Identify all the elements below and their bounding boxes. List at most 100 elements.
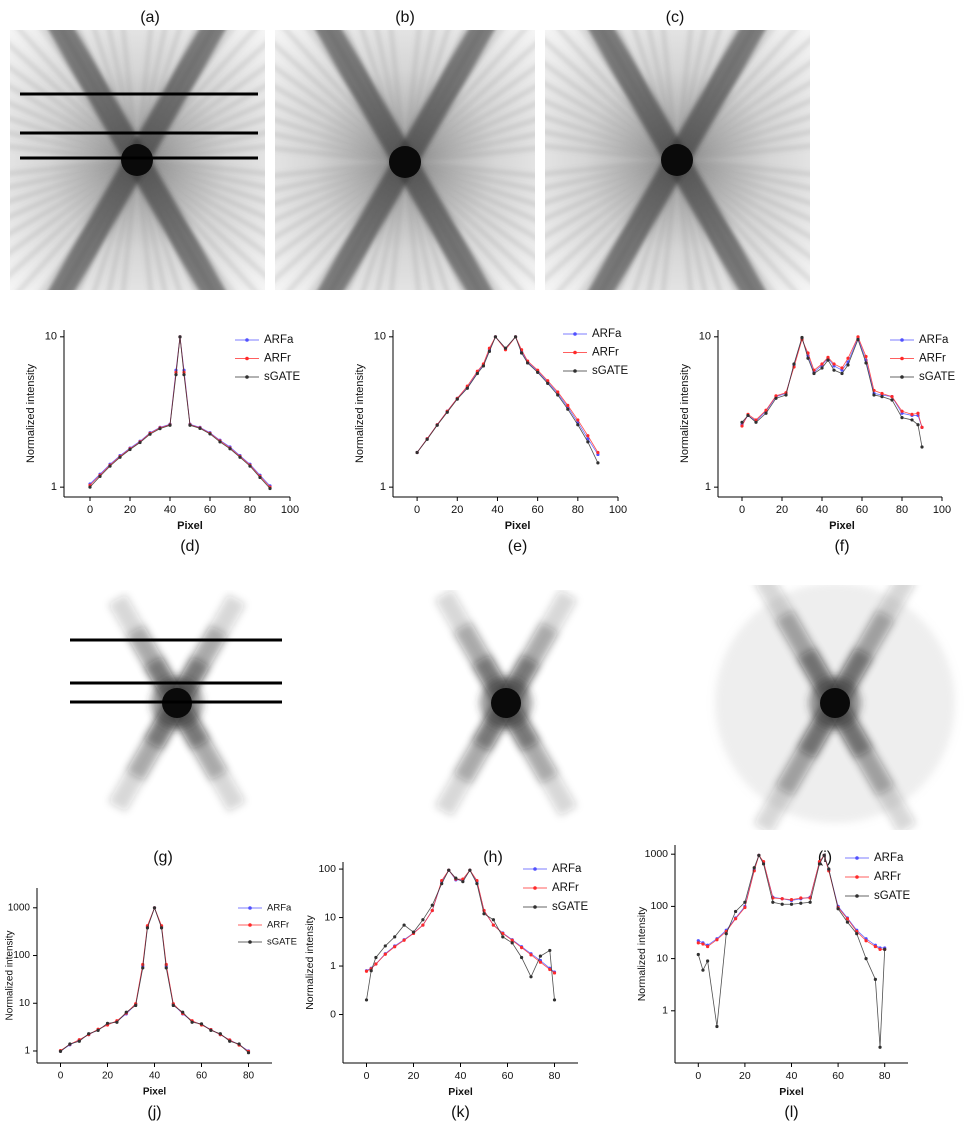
y-tick-label: 1 [705,481,711,493]
legend-marker [533,867,537,871]
x-tick-label: 0 [364,1070,370,1082]
point [181,1010,185,1014]
x-tick-label: 100 [281,504,299,516]
series-line [741,335,923,428]
legend-label: ARFr [267,920,289,931]
panel-label: (h) [483,849,503,866]
point [826,358,830,362]
x-tick-label: 80 [896,504,908,516]
y-tick-label: 10 [19,998,31,1009]
y-tick-label: 10 [374,331,386,343]
y-tick-label: 10 [699,331,711,343]
series-line [741,336,923,448]
point [421,918,425,922]
point [920,445,924,449]
x-tick-label: 80 [244,504,256,516]
point [733,909,738,914]
legend-label: sGATE [592,365,629,377]
series-line [60,906,249,1052]
core [389,146,421,178]
point [740,420,744,424]
legend-marker [900,356,904,361]
point [900,416,904,420]
point [784,393,788,397]
point [910,412,914,416]
point [440,882,444,886]
legend-marker [533,905,537,909]
x-tick-label: 40 [491,504,503,516]
x-axis-title: Pixel [829,520,855,532]
point [752,866,756,870]
series-line [89,336,271,488]
point [873,944,877,949]
legend-marker [573,332,577,336]
point [491,918,495,922]
y-tick-label: 1 [380,481,386,493]
point [152,906,157,910]
point [519,351,524,355]
legend-label: ARFr [592,347,619,359]
point [118,455,122,459]
point [806,351,810,355]
point [832,368,836,372]
point [87,1032,91,1036]
point [840,371,844,376]
point [536,368,540,372]
point [374,962,378,966]
point [812,371,816,376]
point [764,408,768,412]
x-tick-label: 60 [196,1071,208,1082]
point [383,952,387,956]
point [761,862,766,866]
point [757,853,761,857]
y-axis-title: Normalized intensity [25,363,37,463]
point [465,386,469,390]
point [461,880,465,884]
point [425,437,429,441]
point [258,475,262,480]
point [820,366,824,370]
x-axis-title: Pixel [779,1086,804,1098]
point [393,935,397,939]
point [890,398,894,402]
point [481,364,486,368]
point [228,447,232,451]
point [430,908,434,913]
panel-label: (g) [153,849,173,866]
point [845,917,850,921]
point [706,959,710,963]
image [275,30,535,290]
x-axis-title: Pixel [505,520,531,532]
point [510,938,514,942]
point [364,969,369,973]
legend-label: ARFa [552,863,582,875]
series-line [416,336,599,453]
legend-label: ARFa [592,328,622,340]
point [108,464,112,468]
point [836,907,840,911]
image [10,30,265,290]
point [138,440,142,445]
point [218,440,222,444]
panel-label: (l) [784,1104,798,1121]
point [566,407,570,411]
point [910,418,914,422]
point [174,373,178,377]
point [916,423,920,427]
legend-label: ARFa [267,903,292,914]
panel-label: (e) [508,538,528,555]
point [576,418,580,422]
point [199,1022,204,1026]
x-tick-label: 20 [408,1070,420,1082]
point [178,335,182,339]
point [548,967,552,972]
legend-marker [855,894,859,898]
point [246,1051,251,1055]
point [916,411,920,415]
point [430,903,434,907]
series-line [366,869,555,973]
x-tick-label: 60 [204,504,216,516]
x-tick-label: 40 [164,504,176,516]
point [58,1049,63,1054]
point [546,381,550,385]
